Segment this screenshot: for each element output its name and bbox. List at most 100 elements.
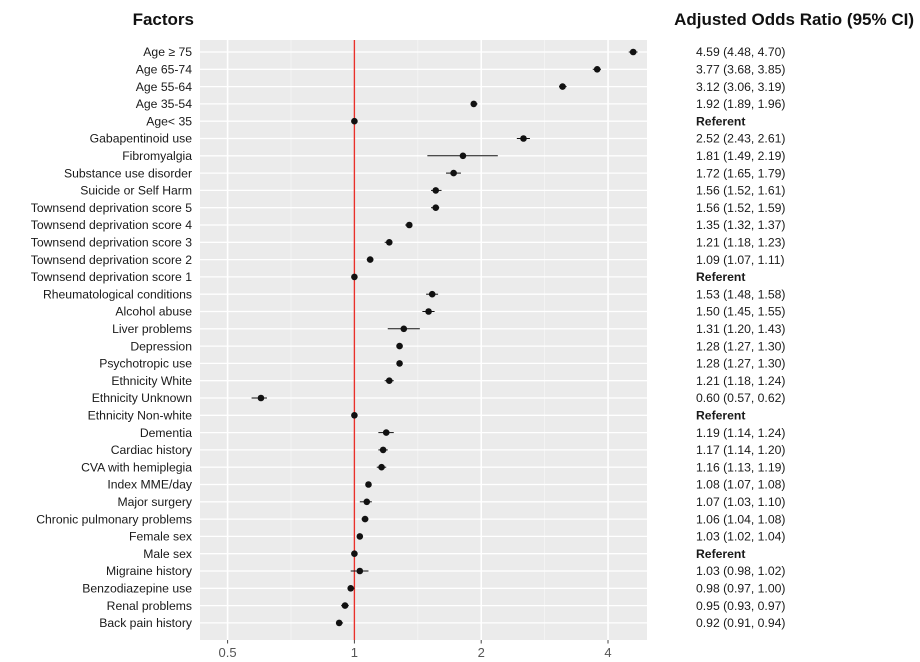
- odds-ratio-header: Adjusted Odds Ratio (95% CI): [674, 10, 914, 29]
- point-age-75: [629, 48, 637, 56]
- referent-label: Referent: [696, 270, 745, 284]
- odds-ratio-value: 3.12 (3.06, 3.19): [696, 80, 785, 94]
- odds-ratio-value: 1.19 (1.14, 1.24): [696, 426, 785, 440]
- point-gabapentinoid-use: [520, 135, 527, 142]
- point-alcohol-abuse: [425, 308, 432, 315]
- x-tick-label: 0.5: [219, 645, 237, 660]
- odds-ratio-value: 0.95 (0.93, 0.97): [696, 599, 785, 613]
- odds-ratio-value: 1.17 (1.14, 1.20): [696, 443, 785, 457]
- point-ethnicity-white: [385, 377, 393, 385]
- factor-label: Townsend deprivation score 1: [31, 270, 192, 284]
- point-cardiac-history: [379, 446, 387, 454]
- odds-ratio-value: 4.59 (4.48, 4.70): [696, 45, 785, 59]
- factor-label: Townsend deprivation score 4: [31, 218, 192, 232]
- point-ethnicity-unknown: [257, 394, 265, 402]
- point-female-sex: [356, 533, 364, 540]
- odds-ratio-value: 1.06 (1.04, 1.08): [696, 512, 785, 526]
- factor-label: Townsend deprivation score 2: [31, 253, 192, 267]
- factor-label: Age 55-64: [136, 80, 192, 94]
- point-back-pain-history: [335, 619, 343, 627]
- point-townsend-deprivation-score-4: [406, 221, 413, 229]
- x-tick-label: 4: [604, 645, 611, 660]
- odds-ratio-value: 1.03 (1.02, 1.04): [696, 530, 785, 544]
- factor-label: Liver problems: [112, 322, 192, 336]
- referent-label: Referent: [696, 409, 745, 423]
- odds-ratio-value: 1.50 (1.45, 1.55): [696, 305, 785, 319]
- odds-ratio-value: 1.72 (1.65, 1.79): [696, 166, 785, 180]
- odds-ratio-texts: 4.59 (4.48, 4.70) 3.77 (3.68, 3.85) 3.12 (…: [696, 45, 785, 630]
- odds-ratio-value: 2.52 (2.43, 2.61): [696, 132, 785, 146]
- factor-label: CVA with hemiplegia: [81, 460, 192, 474]
- factor-label: Ethnicity Non-white: [88, 409, 193, 423]
- odds-ratio-value: 3.77 (3.68, 3.85): [696, 63, 785, 77]
- point-index-mme-day: [365, 481, 372, 488]
- odds-ratio-value: 1.81 (1.49, 2.19): [696, 149, 785, 163]
- factor-label: Townsend deprivation score 3: [31, 236, 192, 250]
- odds-ratio-value: 1.16 (1.13, 1.19): [696, 460, 785, 474]
- odds-ratio-value: 0.60 (0.57, 0.62): [696, 391, 785, 405]
- point-age-55-64: [559, 83, 566, 90]
- factor-label: Ethnicity White: [111, 374, 192, 388]
- odds-ratio-value: 1.07 (1.03, 1.10): [696, 495, 785, 509]
- odds-ratio-value: 1.56 (1.52, 1.59): [696, 201, 785, 215]
- odds-ratio-value: 1.21 (1.18, 1.23): [696, 236, 785, 250]
- factor-label: Gabapentinoid use: [90, 132, 193, 146]
- point-townsend-deprivation-score-3: [385, 239, 393, 246]
- factor-label: Index MME/day: [107, 478, 193, 492]
- odds-ratio-value: 1.28 (1.27, 1.30): [696, 339, 785, 353]
- factor-label: Major surgery: [118, 495, 193, 509]
- point-age-35-54: [470, 100, 478, 108]
- factor-label: Benzodiazepine use: [82, 582, 192, 596]
- point-dementia: [382, 429, 390, 436]
- plot-panel: [200, 40, 647, 640]
- factor-label: Back pain history: [99, 616, 193, 630]
- factor-label: Fibromyalgia: [122, 149, 192, 163]
- referent-label: Referent: [696, 547, 745, 561]
- factor-label: Dementia: [140, 426, 192, 440]
- odds-ratio-value: 1.35 (1.32, 1.37): [696, 218, 785, 232]
- factor-label: Age 65-74: [136, 63, 192, 77]
- odds-ratio-value: 1.56 (1.52, 1.61): [696, 184, 785, 198]
- x-tick-label: 1: [351, 645, 358, 660]
- point-townsend-deprivation-score-2: [366, 256, 374, 263]
- factor-label: Chronic pulmonary problems: [36, 512, 192, 526]
- point-liver-problems: [400, 325, 408, 333]
- odds-ratio-value: 1.08 (1.07, 1.08): [696, 478, 785, 492]
- point-substance-use-disorder: [450, 169, 457, 177]
- factor-label: Psychotropic use: [99, 357, 192, 371]
- factor-label: Age ≥ 75: [143, 45, 192, 59]
- factor-label: Male sex: [143, 547, 192, 561]
- factor-label: Rheumatological conditions: [43, 287, 192, 301]
- odds-ratio-value: 1.03 (0.98, 1.02): [696, 564, 785, 578]
- odds-ratio-value: 1.53 (1.48, 1.58): [696, 287, 785, 301]
- factor-label: Renal problems: [107, 599, 192, 613]
- odds-ratio-value: 1.21 (1.18, 1.24): [696, 374, 785, 388]
- factors-header: Factors: [133, 10, 194, 29]
- factor-label: Depression: [130, 339, 192, 353]
- factor-labels: Age ≥ 75 Age 65-74 Age 55-64 Age 35-54 Age< …: [31, 45, 193, 630]
- data-marks: [251, 48, 638, 627]
- point-townsend-deprivation-score-1: [351, 273, 358, 281]
- factor-label: Migraine history: [106, 564, 193, 578]
- point-depression: [396, 342, 403, 350]
- odds-ratio-value: 1.28 (1.27, 1.30): [696, 357, 785, 371]
- point-psychotropic-use: [396, 360, 403, 367]
- factor-label: Age< 35: [146, 114, 192, 128]
- point-benzodiazepine-use: [347, 585, 355, 592]
- factor-label: Cardiac history: [111, 443, 193, 457]
- point-migraine-history: [356, 567, 364, 575]
- factor-label: Substance use disorder: [64, 166, 192, 180]
- odds-ratio-value: 0.98 (0.97, 1.00): [696, 582, 785, 596]
- point-renal-problems: [341, 602, 349, 609]
- point-age-65-74: [593, 66, 601, 73]
- point-rheumatological-conditions: [428, 290, 436, 298]
- point-age-35: [351, 117, 358, 125]
- point-chronic-pulmonary-problems: [361, 515, 369, 523]
- referent-label: Referent: [696, 114, 745, 128]
- factor-label: Female sex: [129, 530, 192, 544]
- point-fibromyalgia: [459, 152, 467, 160]
- point-suicide-or-self-harm: [432, 187, 440, 194]
- odds-ratio-value: 1.92 (1.89, 1.96): [696, 97, 785, 111]
- odds-ratio-value: 1.31 (1.20, 1.43): [696, 322, 785, 336]
